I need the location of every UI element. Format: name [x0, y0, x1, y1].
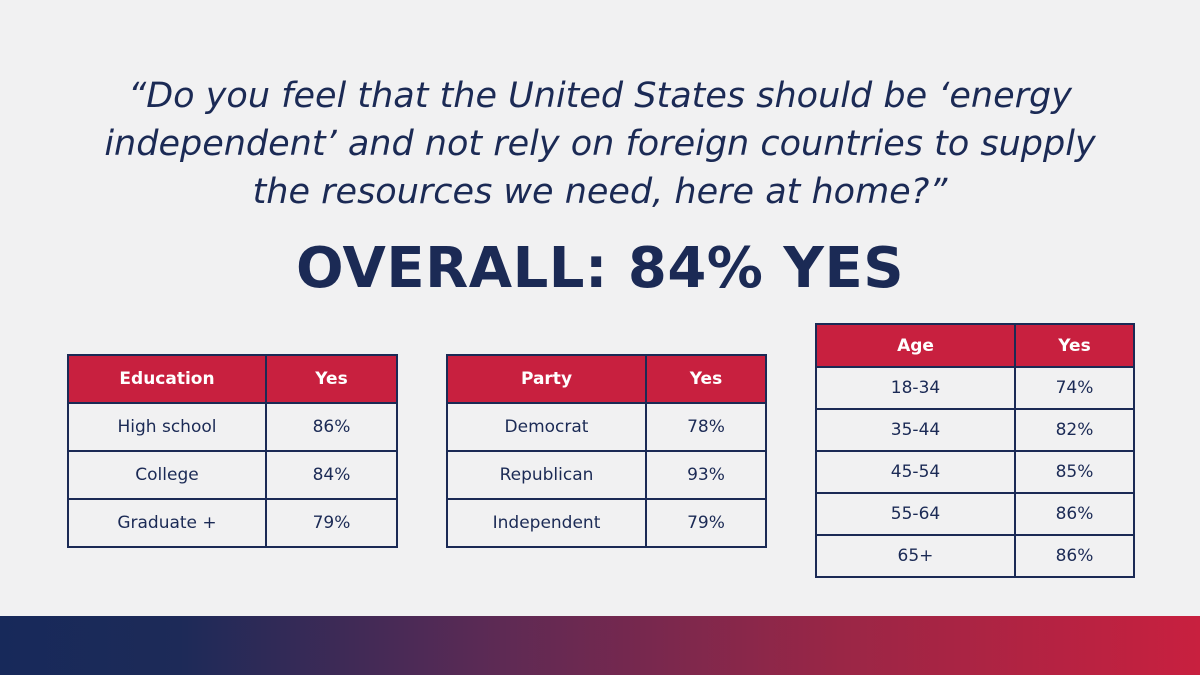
- table-row: 55-64 86%: [815, 492, 1135, 536]
- table-row: Graduate + 79%: [67, 498, 398, 548]
- value-cell: 86%: [265, 402, 398, 452]
- table-header-row: Education Yes: [67, 354, 398, 404]
- survey-question: “Do you feel that the United States shou…: [60, 72, 1140, 216]
- category-cell: 35-44: [815, 408, 1016, 452]
- table-header-row: Party Yes: [446, 354, 767, 404]
- question-line: independent’ and not rely on foreign cou…: [104, 124, 1096, 164]
- value-cell: 93%: [645, 450, 767, 500]
- category-cell: 18-34: [815, 366, 1016, 410]
- table-row: Republican 93%: [446, 450, 767, 500]
- value-cell: 84%: [265, 450, 398, 500]
- category-cell: Graduate +: [67, 498, 267, 548]
- value-cell: 74%: [1014, 366, 1135, 410]
- column-header: Party: [446, 354, 647, 404]
- value-cell: 79%: [265, 498, 398, 548]
- category-cell: 55-64: [815, 492, 1016, 536]
- table-row: 45-54 85%: [815, 450, 1135, 494]
- value-cell: 86%: [1014, 534, 1135, 578]
- column-header: Yes: [645, 354, 767, 404]
- table-row: 35-44 82%: [815, 408, 1135, 452]
- table-row: College 84%: [67, 450, 398, 500]
- column-header: Education: [67, 354, 267, 404]
- value-cell: 78%: [645, 402, 767, 452]
- overall-result: OVERALL: 84% YES: [295, 236, 905, 301]
- column-header: Age: [815, 323, 1016, 368]
- category-cell: 65+: [815, 534, 1016, 578]
- column-header: Yes: [265, 354, 398, 404]
- category-cell: Democrat: [446, 402, 647, 452]
- table-row: High school 86%: [67, 402, 398, 452]
- value-cell: 85%: [1014, 450, 1135, 494]
- table-row: Independent 79%: [446, 498, 767, 548]
- value-cell: 79%: [645, 498, 767, 548]
- value-cell: 82%: [1014, 408, 1135, 452]
- category-cell: 45-54: [815, 450, 1016, 494]
- table-row: 18-34 74%: [815, 366, 1135, 410]
- value-cell: 86%: [1014, 492, 1135, 536]
- education-table: Education Yes High school 86% College 84…: [67, 354, 398, 548]
- column-header: Yes: [1014, 323, 1135, 368]
- question-line: “Do you feel that the United States shou…: [128, 76, 1072, 116]
- table-row: 65+ 86%: [815, 534, 1135, 578]
- party-table: Party Yes Democrat 78% Republican 93% In…: [446, 354, 767, 548]
- category-cell: College: [67, 450, 267, 500]
- table-header-row: Age Yes: [815, 323, 1135, 368]
- question-line: the resources we need, here at home?”: [252, 172, 948, 212]
- category-cell: Independent: [446, 498, 647, 548]
- table-row: Democrat 78%: [446, 402, 767, 452]
- category-cell: High school: [67, 402, 267, 452]
- category-cell: Republican: [446, 450, 647, 500]
- age-table: Age Yes 18-34 74% 35-44 82% 45-54 85% 55…: [815, 323, 1135, 578]
- footer-gradient-bar: [0, 616, 1200, 675]
